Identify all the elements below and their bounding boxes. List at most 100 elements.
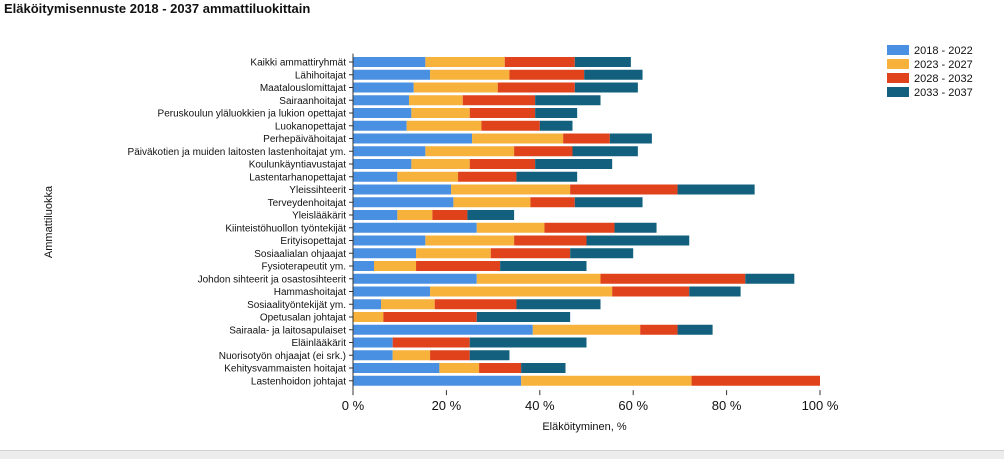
x-tick-label: 80 % bbox=[712, 398, 742, 413]
bar-segment bbox=[532, 324, 641, 335]
bar-segment bbox=[397, 171, 459, 182]
legend-swatch bbox=[887, 73, 909, 83]
bar-segment bbox=[413, 82, 498, 93]
category-label: Koulunkäyntiavustajat bbox=[249, 160, 347, 171]
bar-segment bbox=[504, 57, 575, 67]
bar-segment bbox=[476, 312, 571, 322]
bar-segment bbox=[353, 120, 407, 131]
bar-segment bbox=[353, 261, 375, 271]
category-label: Kaikki ammattiryhmät bbox=[250, 58, 346, 69]
category-label: Nuorisotyön ohjaajat (ei srk.) bbox=[219, 351, 346, 362]
category-label: Lastenhoidon johtajat bbox=[251, 376, 346, 387]
bar-segment bbox=[430, 69, 510, 80]
bar-segment bbox=[353, 363, 440, 373]
bar-segment bbox=[425, 235, 515, 246]
bar-segment bbox=[677, 324, 713, 335]
category-label: Eläinlääkärit bbox=[292, 338, 347, 349]
bar-segment bbox=[584, 69, 643, 80]
bar-segment bbox=[383, 312, 477, 322]
bar-segment bbox=[353, 108, 412, 118]
category-label: Kiinteistöhuollon työntekijät bbox=[225, 223, 346, 234]
bar-segment bbox=[353, 159, 412, 169]
bar-segment bbox=[392, 337, 470, 348]
bar-segment bbox=[521, 363, 566, 373]
category-label: Terveydenhoitajat bbox=[268, 198, 347, 209]
bar-segment bbox=[479, 363, 522, 373]
bar-segment bbox=[574, 82, 638, 93]
legend-label: 2018 - 2022 bbox=[914, 45, 973, 57]
bar-segment bbox=[430, 286, 613, 297]
category-label: Peruskoulun yläluokkien ja lukion opetta… bbox=[158, 109, 347, 120]
x-tick-label: 0 % bbox=[342, 398, 365, 413]
bar-segment bbox=[411, 159, 470, 169]
bar-segment bbox=[425, 146, 515, 157]
bar-segment bbox=[411, 108, 470, 118]
bar-segment bbox=[476, 222, 545, 233]
category-label: Lastentarhanopettajat bbox=[249, 172, 346, 183]
bar-segment bbox=[574, 57, 631, 67]
bar-segment bbox=[353, 184, 452, 195]
category-label: Maatalouslomittajat bbox=[260, 83, 346, 94]
category-label: Johdon sihteerit ja osastosihteerit bbox=[198, 274, 347, 285]
bar-segment bbox=[409, 95, 463, 106]
bar-segment bbox=[434, 299, 517, 310]
legend-swatch bbox=[887, 59, 909, 69]
bar-segment bbox=[572, 146, 638, 157]
bar-segment bbox=[353, 95, 410, 106]
bar-segment bbox=[353, 69, 431, 80]
category-label: Erityisopettajat bbox=[280, 236, 346, 247]
bar-segment bbox=[353, 235, 426, 246]
legend-label: 2033 - 2037 bbox=[914, 87, 973, 99]
bar-segment bbox=[353, 171, 398, 182]
bar-segment bbox=[500, 261, 587, 271]
bar-segment bbox=[458, 171, 517, 182]
bar-segment bbox=[353, 222, 477, 233]
category-label: Päiväkotien ja muiden laitosten lastenho… bbox=[128, 147, 346, 158]
bar-segment bbox=[353, 82, 414, 93]
bar-segment bbox=[374, 261, 417, 271]
bar-segment bbox=[392, 350, 431, 361]
x-tick-label: 60 % bbox=[618, 398, 648, 413]
bar-segment bbox=[570, 248, 634, 259]
bar-segment bbox=[451, 184, 571, 195]
bar-segment bbox=[535, 108, 578, 118]
bar-segment bbox=[353, 273, 477, 284]
bar-segment bbox=[521, 375, 692, 386]
bar-segment bbox=[691, 375, 820, 386]
bar-segment bbox=[516, 171, 578, 182]
category-label: Hammashoitajat bbox=[274, 287, 346, 298]
bar-segment bbox=[612, 286, 690, 297]
bar-segment bbox=[406, 120, 482, 131]
bar-segment bbox=[476, 273, 601, 284]
bar-segment bbox=[353, 57, 426, 67]
category-label: Luokanopettajat bbox=[275, 121, 346, 132]
bar-segment bbox=[497, 82, 575, 93]
bar-segment bbox=[353, 146, 426, 157]
legend-label: 2023 - 2027 bbox=[914, 59, 973, 71]
bar-segment bbox=[469, 350, 510, 361]
bar-segment bbox=[563, 133, 610, 144]
bar-segment bbox=[353, 337, 393, 348]
bar-segment bbox=[353, 324, 533, 335]
category-label: Yleissihteerit bbox=[289, 185, 346, 196]
category-label: Yleislääkärit bbox=[292, 211, 346, 222]
category-label: Fysioterapeutit ym. bbox=[262, 262, 346, 273]
bar-segment bbox=[609, 133, 652, 144]
bar-segment bbox=[530, 197, 575, 208]
x-tick-label: 40 % bbox=[525, 398, 555, 413]
bar-segment bbox=[469, 108, 536, 118]
bar-segment bbox=[544, 222, 615, 233]
category-label: Sairaala- ja laitosapulaiset bbox=[229, 325, 346, 336]
category-label: Sairaanhoitajat bbox=[279, 96, 346, 107]
bar-segment bbox=[430, 350, 470, 361]
bar-segment bbox=[353, 350, 393, 361]
bar-segment bbox=[677, 184, 755, 195]
bar-segment bbox=[353, 248, 417, 259]
bar-segment bbox=[516, 299, 601, 310]
bar-segment bbox=[509, 69, 585, 80]
bar-segment bbox=[570, 184, 678, 195]
bar-segment bbox=[469, 337, 587, 348]
bar-segment bbox=[514, 146, 573, 157]
bar-segment bbox=[353, 312, 384, 322]
